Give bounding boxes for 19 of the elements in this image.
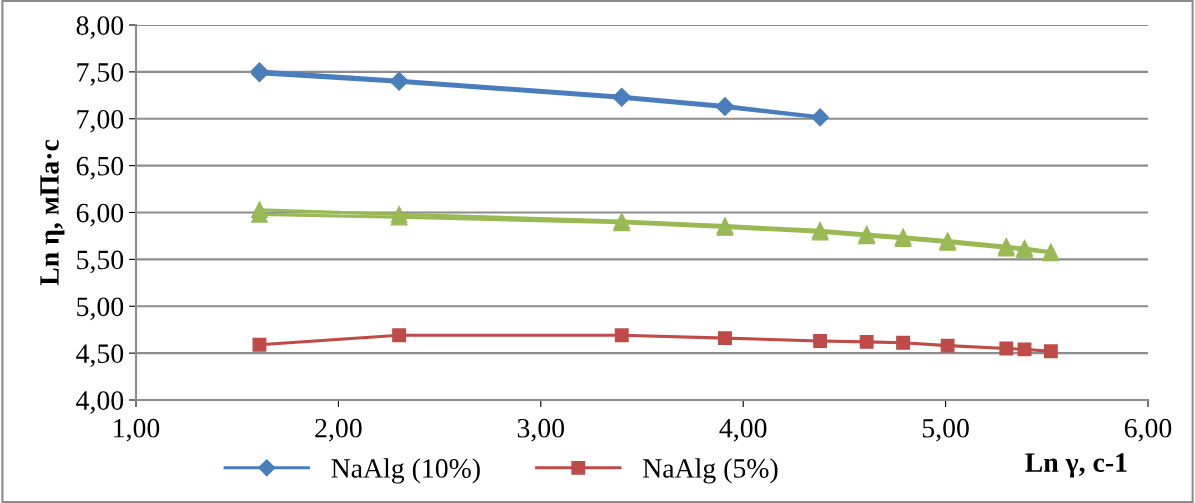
y-tick-label: 5,50 <box>77 250 124 274</box>
x-tick-label: 5,00 <box>922 418 969 442</box>
y-tick-label: 6,50 <box>76 156 124 180</box>
y-tick-label: 4,00 <box>76 391 124 414</box>
x-tick-label: 6,00 <box>1124 418 1172 442</box>
x-tick-label: 4,00 <box>719 418 767 442</box>
legend-label: NaAlg (5%) <box>642 458 778 484</box>
x-axis-title: Ln γ, c-1 <box>1025 453 1127 478</box>
y-tick-label: 6,00 <box>76 203 124 227</box>
legend-label: NaAlg (10%) <box>331 458 480 484</box>
y-tick-label: 7,00 <box>77 109 124 133</box>
x-tick-label: 2,00 <box>315 418 362 442</box>
y-tick-label: 8,00 <box>76 16 124 39</box>
y-tick-label: 7,50 <box>77 63 124 86</box>
y-tick-label: 5,00 <box>77 297 124 321</box>
y-tick-label: 4,50 <box>76 344 124 368</box>
y-axis-title: Ln η, мПа·с <box>40 139 65 286</box>
x-tick-label: 1,00 <box>114 418 160 442</box>
x-tick-label: 3,00 <box>517 418 565 442</box>
